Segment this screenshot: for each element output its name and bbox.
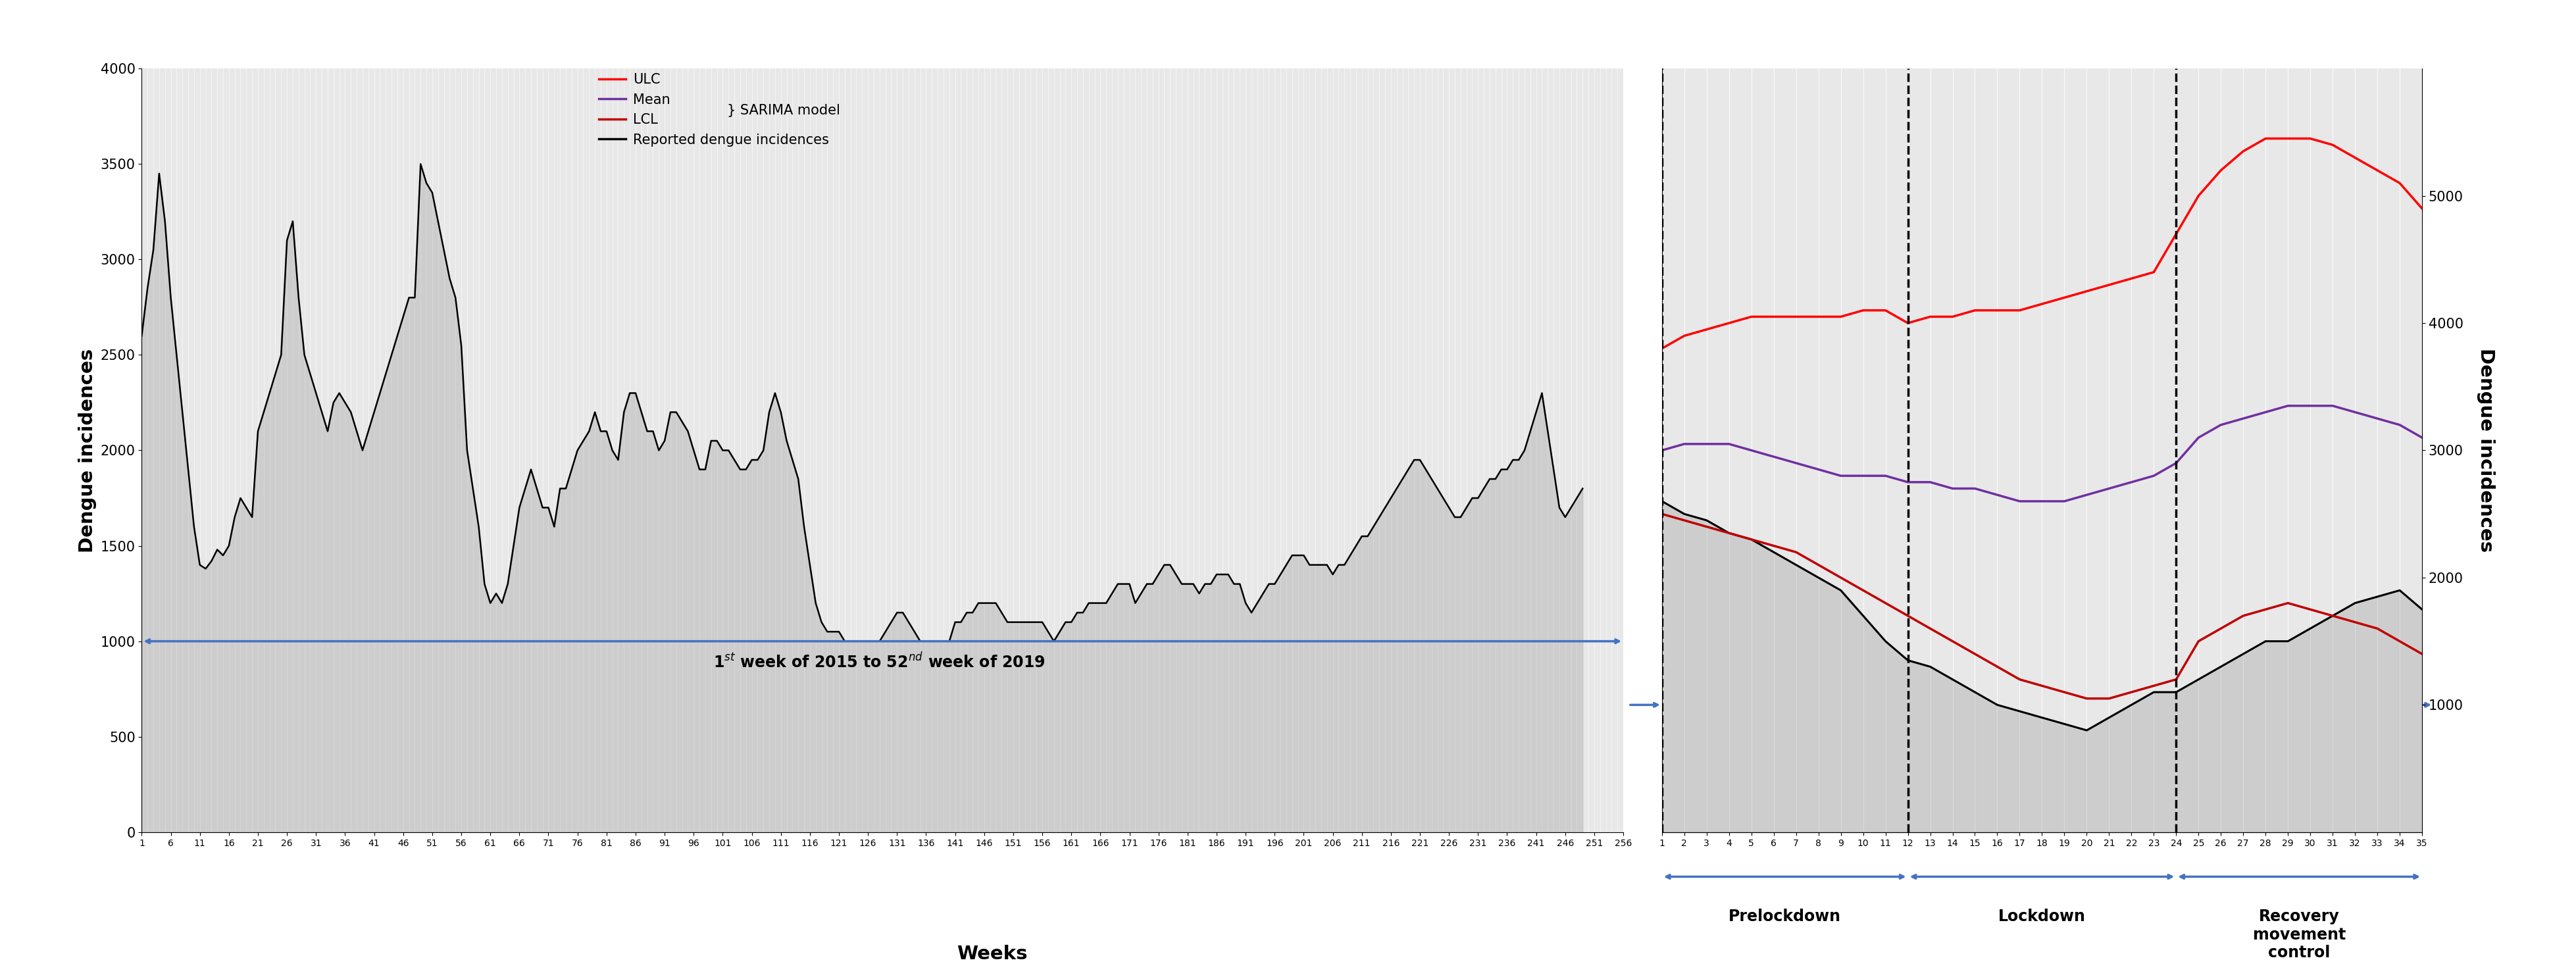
Y-axis label: Dengue incidences: Dengue incidences [2476, 349, 2494, 552]
Text: Recovery
movement
control: Recovery movement control [2251, 909, 2344, 960]
Text: Lockdown: Lockdown [1999, 909, 2084, 924]
Text: Weeks: Weeks [956, 945, 1028, 963]
Text: } SARIMA model: } SARIMA model [726, 104, 840, 117]
Text: Prelockdown: Prelockdown [1728, 909, 1842, 924]
Legend: ULC, Mean, LCL, Reported dengue incidences: ULC, Mean, LCL, Reported dengue incidenc… [592, 68, 835, 152]
Text: 1$^{st}$ week of 2015 to 52$^{nd}$ week of 2019: 1$^{st}$ week of 2015 to 52$^{nd}$ week … [714, 653, 1046, 672]
Y-axis label: Dengue incidences: Dengue incidences [77, 349, 98, 552]
